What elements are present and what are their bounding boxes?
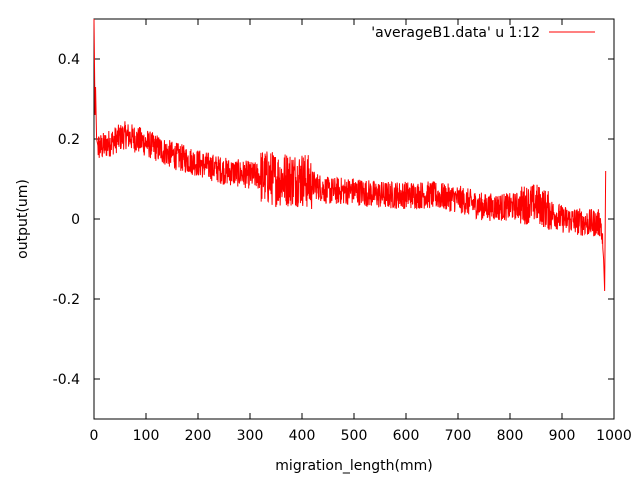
y-tick-label: 0.4 (58, 52, 80, 68)
y-tick-label: -0.4 (53, 372, 80, 388)
x-tick-label: 600 (393, 428, 420, 444)
x-tick-label: 200 (185, 428, 212, 444)
x-tick-label: 1000 (596, 428, 632, 444)
x-axis-ticks: 0 100 200 300 400 500 600 700 800 900 1000 (90, 19, 632, 444)
x-tick-label: 400 (289, 428, 316, 444)
x-axis-label: migration_length(mm) (275, 458, 432, 474)
legend-label: 'averageB1.data' u 1:12 (371, 25, 540, 41)
y-tick-label: -0.2 (53, 292, 80, 308)
legend: 'averageB1.data' u 1:12 (371, 25, 595, 41)
y-tick-label: 0 (71, 212, 80, 228)
x-tick-label: 300 (237, 428, 264, 444)
x-tick-label: 0 (90, 428, 99, 444)
y-axis-label: output(um) (15, 179, 31, 259)
plot-frame (93, 18, 615, 420)
series-group (93, 18, 607, 292)
x-tick-label: 900 (549, 428, 576, 444)
y-tick-label: 0.2 (58, 132, 80, 148)
series-line (93, 18, 607, 292)
x-tick-label: 800 (497, 428, 524, 444)
x-tick-label: 500 (341, 428, 368, 444)
x-tick-label: 100 (133, 428, 160, 444)
x-tick-label: 700 (445, 428, 472, 444)
y-axis-ticks: -0.4 -0.2 0 0.2 0.4 (53, 52, 614, 388)
